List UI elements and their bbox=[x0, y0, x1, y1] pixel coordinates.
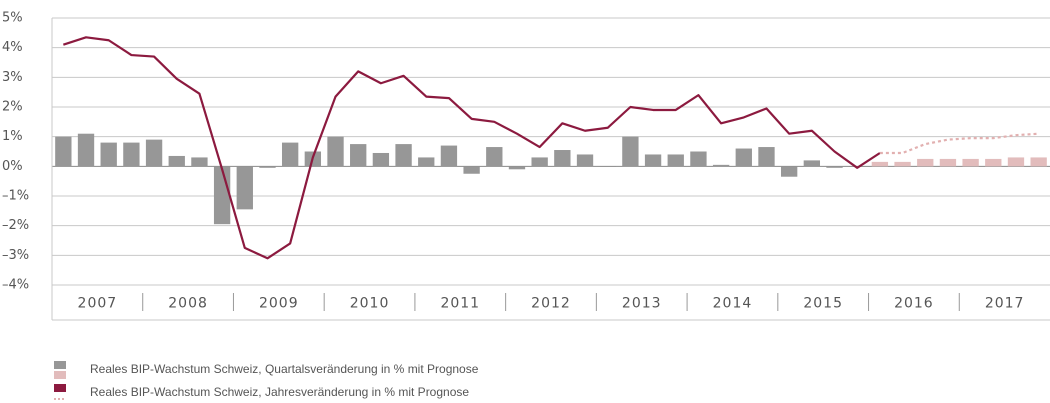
legend-swatch bbox=[54, 361, 66, 369]
x-tick-label: 2015 bbox=[803, 296, 843, 312]
x-tick-label: 2013 bbox=[622, 296, 662, 312]
line bbox=[62, 36, 881, 260]
forecast-line bbox=[879, 132, 1039, 155]
bar bbox=[395, 144, 412, 167]
bar bbox=[55, 136, 72, 167]
x-tick-label: 2016 bbox=[894, 296, 934, 312]
bar bbox=[259, 166, 276, 168]
forecast-bar bbox=[939, 158, 957, 167]
y-tick-label: –4% bbox=[2, 278, 29, 293]
x-tick-label: 2010 bbox=[350, 296, 390, 312]
bar bbox=[780, 166, 798, 177]
x-tick-label: 2007 bbox=[78, 296, 118, 312]
legend-swatch bbox=[54, 384, 66, 392]
bar bbox=[350, 144, 367, 167]
bar bbox=[463, 166, 480, 174]
x-tick-label: 2012 bbox=[531, 296, 571, 312]
bar bbox=[168, 155, 185, 167]
forecast-bar bbox=[962, 158, 979, 167]
y-tick-label: 3% bbox=[2, 70, 23, 85]
forecast-bar bbox=[1007, 157, 1025, 167]
forecast-bar bbox=[917, 158, 934, 167]
x-tick-label: 2014 bbox=[713, 296, 753, 312]
bar bbox=[712, 164, 730, 167]
forecast-bar bbox=[871, 161, 889, 167]
x-tick-label: 2008 bbox=[168, 296, 208, 312]
bar bbox=[576, 154, 594, 167]
bar bbox=[191, 157, 208, 167]
y-tick-label: –2% bbox=[2, 218, 29, 233]
forecast-bar bbox=[894, 161, 911, 167]
legend-swatch bbox=[54, 371, 66, 379]
bar bbox=[418, 157, 435, 167]
bar bbox=[440, 145, 458, 167]
y-tick-label: 4% bbox=[2, 40, 23, 55]
bar bbox=[690, 151, 707, 167]
bar bbox=[508, 166, 526, 170]
bar bbox=[644, 154, 662, 167]
forecast-bar bbox=[1030, 157, 1047, 167]
bar bbox=[826, 166, 843, 168]
x-tick-label: 2011 bbox=[440, 296, 480, 312]
legend-label: Reales BIP-Wachstum Schweiz, Jahresverän… bbox=[90, 385, 469, 399]
y-tick-label: 0% bbox=[2, 159, 23, 174]
bar bbox=[77, 133, 95, 167]
y-tick-label: 5% bbox=[2, 11, 23, 26]
bar bbox=[327, 136, 344, 167]
bar bbox=[622, 136, 639, 167]
bar bbox=[281, 142, 299, 167]
bar bbox=[213, 166, 231, 225]
bar bbox=[100, 142, 117, 167]
y-tick-label: –3% bbox=[2, 248, 29, 263]
bar bbox=[667, 154, 684, 167]
bar bbox=[236, 166, 253, 210]
bar bbox=[758, 147, 775, 167]
bar bbox=[145, 139, 163, 167]
bar bbox=[599, 166, 616, 167]
legend-label: Reales BIP-Wachstum Schweiz, Quartalsver… bbox=[90, 362, 479, 376]
y-tick-label: –1% bbox=[2, 189, 29, 204]
bar bbox=[486, 147, 503, 167]
forecast-bar bbox=[985, 158, 1002, 167]
bar bbox=[735, 148, 752, 167]
bar bbox=[531, 157, 548, 167]
bar bbox=[372, 152, 390, 167]
bar bbox=[123, 142, 140, 167]
x-tick-label: 2009 bbox=[259, 296, 299, 312]
x-tick-label: 2017 bbox=[985, 296, 1025, 312]
bar bbox=[803, 160, 821, 167]
y-tick-label: 1% bbox=[2, 129, 23, 144]
y-tick-label: 2% bbox=[2, 100, 23, 115]
bar bbox=[554, 150, 571, 167]
